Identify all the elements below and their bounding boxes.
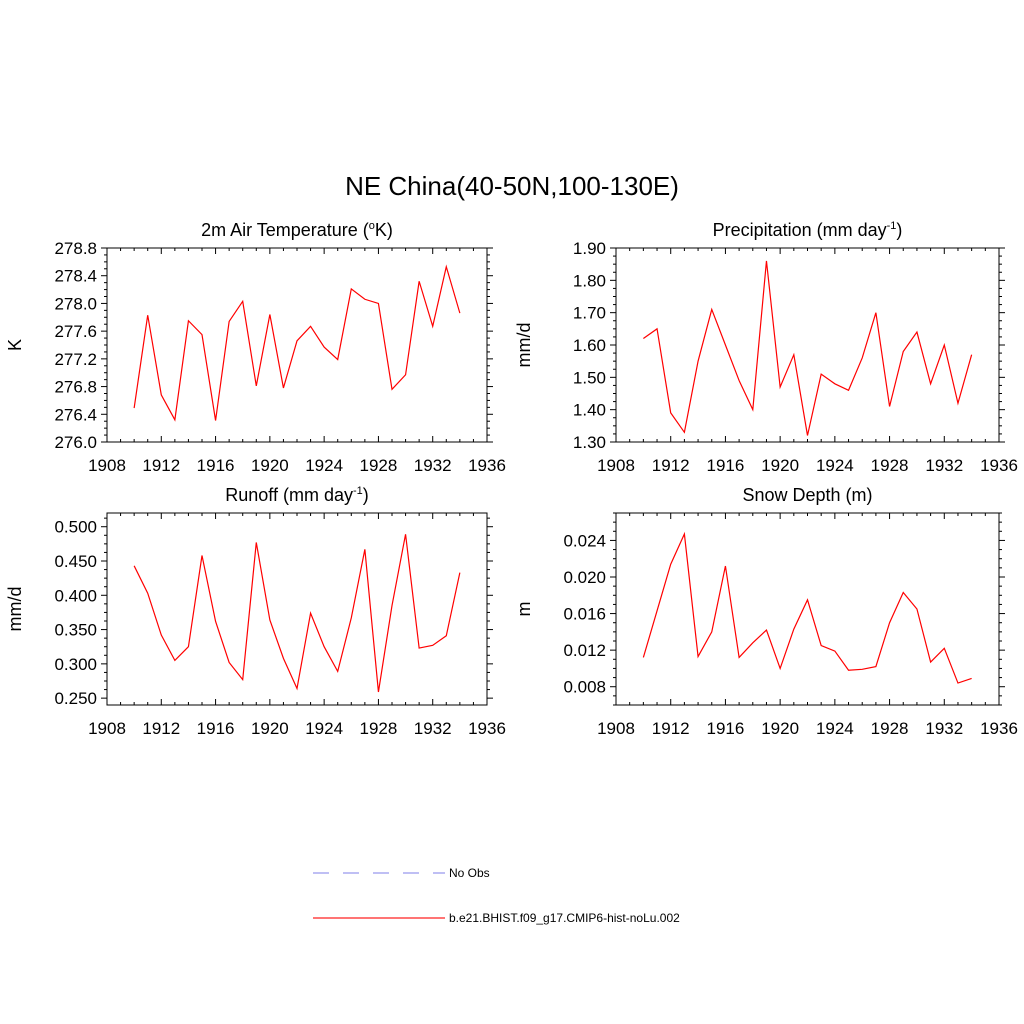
y-tick-label: 276.0 xyxy=(54,433,97,452)
y-tick-label: 1.40 xyxy=(573,401,606,420)
series-line xyxy=(642,531,972,684)
panel-title-suffix: ) xyxy=(363,485,369,505)
panels: 2m Air Temperature (oK) K 1908 1912 1916 1920… xyxy=(5,220,1018,738)
panel-title: Runoff (mm day-1) xyxy=(225,485,369,505)
x-tick-label: 1928 xyxy=(871,719,909,738)
x-tick-label: 1924 xyxy=(816,456,854,475)
x-tick-label: 1916 xyxy=(707,456,745,475)
x-tick-label: 1920 xyxy=(761,719,799,738)
y-tick-label: 0.012 xyxy=(563,641,606,660)
x-tick-label: 1936 xyxy=(468,456,506,475)
panel-precipitation: Precipitation (mm day-1) mm/d 1908 1912 1916… xyxy=(514,220,1018,475)
y-tick-label: 1.30 xyxy=(573,433,606,452)
y-tick-label: 0.500 xyxy=(54,518,97,537)
y-axis-label: K xyxy=(5,339,25,351)
x-tick-label: 1912 xyxy=(652,719,690,738)
panel-title-text: Precipitation (mm day xyxy=(713,220,887,240)
panel-title: Snow Depth (m) xyxy=(742,485,872,505)
y-tick-label: 0.020 xyxy=(563,568,606,587)
panel-snow-depth: Snow Depth (m) m 1908 1912 1916 1920 1924 1928 1… xyxy=(514,485,1018,738)
x-tick-label: 1908 xyxy=(597,456,635,475)
x-tick-label: 1928 xyxy=(360,719,398,738)
x-tick-label: 1920 xyxy=(251,456,289,475)
panel-title-superscript: -1 xyxy=(353,485,363,497)
x-tick-label: 1920 xyxy=(761,456,799,475)
y-tick-label: 278.0 xyxy=(54,294,97,313)
y-tick-label: 1.90 xyxy=(573,239,606,258)
panel-runoff: Runoff (mm day-1) mm/d 1908 1912 1916 1920 192… xyxy=(5,485,506,738)
panel-title: Precipitation (mm day-1) xyxy=(713,220,903,240)
y-tick-label: 1.60 xyxy=(573,336,606,355)
x-tick-label: 1924 xyxy=(305,456,343,475)
y-axis-label: m xyxy=(514,602,534,617)
panel-title-superscript: o xyxy=(369,220,375,232)
y-tick-label: 278.8 xyxy=(54,239,97,258)
x-tick-label: 1920 xyxy=(251,719,289,738)
y-tick-label: 0.350 xyxy=(54,621,97,640)
x-tick-label: 1916 xyxy=(197,456,235,475)
panel-title-text: Snow Depth (m) xyxy=(742,485,872,505)
x-tick-label: 1908 xyxy=(88,719,126,738)
legend-label-no-obs: No Obs xyxy=(449,866,490,880)
y-tick-label: 0.250 xyxy=(54,689,97,708)
x-tick-label: 1912 xyxy=(652,456,690,475)
y-tick-label: 1.70 xyxy=(573,304,606,323)
x-tick-label: 1912 xyxy=(142,719,180,738)
panel-temperature: 2m Air Temperature (oK) K 1908 1912 1916 1920… xyxy=(5,220,506,475)
x-tick-label: 1932 xyxy=(414,456,452,475)
x-tick-label: 1936 xyxy=(980,719,1018,738)
x-tick-label: 1916 xyxy=(707,719,745,738)
x-tick-label: 1908 xyxy=(597,719,635,738)
x-tick-label: 1912 xyxy=(142,456,180,475)
x-tick-label: 1932 xyxy=(925,456,963,475)
x-tick-label: 1908 xyxy=(88,456,126,475)
y-tick-label: 0.016 xyxy=(563,605,606,624)
x-tick-label: 1924 xyxy=(816,719,854,738)
y-tick-label: 277.2 xyxy=(54,350,97,369)
panel-title: 2m Air Temperature (oK) xyxy=(201,220,393,240)
y-tick-label: 0.008 xyxy=(563,678,606,697)
x-tick-label: 1924 xyxy=(305,719,343,738)
y-tick-label: 0.300 xyxy=(54,655,97,674)
y-tick-label: 277.6 xyxy=(54,322,97,341)
y-axis-label: mm/d xyxy=(514,323,534,368)
x-tick-label: 1928 xyxy=(360,456,398,475)
x-tick-label: 1932 xyxy=(414,719,452,738)
panel-title-suffix: ) xyxy=(896,220,902,240)
figure-title: NE China(40-50N,100-130E) xyxy=(345,171,679,201)
y-axis-label: mm/d xyxy=(5,587,25,632)
panel-title-superscript: -1 xyxy=(887,220,897,232)
x-tick-label: 1932 xyxy=(925,719,963,738)
legend: No Obs b.e21.BHIST.f09_g17.CMIP6-hist-no… xyxy=(313,866,680,925)
panel-title-text: 2m Air Temperature ( xyxy=(201,220,369,240)
y-tick-label: 1.50 xyxy=(573,368,606,387)
y-tick-label: 0.400 xyxy=(54,586,97,605)
series-line xyxy=(133,534,461,693)
panel-title-text: Runoff (mm day xyxy=(225,485,353,505)
x-tick-label: 1928 xyxy=(871,456,909,475)
series-line xyxy=(643,260,973,436)
y-tick-label: 1.80 xyxy=(573,271,606,290)
x-tick-label: 1916 xyxy=(197,719,235,738)
y-tick-label: 276.4 xyxy=(54,405,97,424)
y-tick-label: 278.4 xyxy=(54,267,97,286)
legend-label-model: b.e21.BHIST.f09_g17.CMIP6-hist-noLu.002 xyxy=(449,911,680,925)
x-tick-label: 1936 xyxy=(468,719,506,738)
x-tick-label: 1936 xyxy=(980,456,1018,475)
y-tick-label: 276.8 xyxy=(54,378,97,397)
y-tick-label: 0.450 xyxy=(54,552,97,571)
series-line xyxy=(133,264,461,422)
panel-title-suffix: K) xyxy=(375,220,393,240)
y-tick-label: 0.024 xyxy=(563,531,606,550)
